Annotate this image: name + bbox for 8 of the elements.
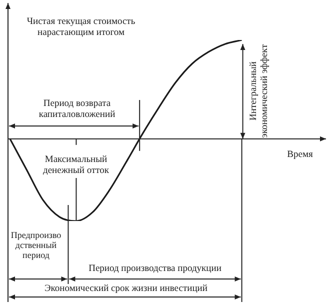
annotation: Интегральный экономический эффект [249, 43, 271, 140]
text: Экономический срок жизни инвестиций [44, 284, 208, 295]
annotation: Максимальный денежный отток [42, 155, 110, 177]
y-axis-title: Чистая текущая стоимость нарастающим итогом [26, 17, 136, 39]
text: Предпроизводственный период [10, 230, 62, 260]
text: Период производства продукции [88, 264, 222, 275]
x-axis-title: Время [286, 150, 314, 161]
annotation: Период возврата капиталовложений [38, 99, 116, 121]
